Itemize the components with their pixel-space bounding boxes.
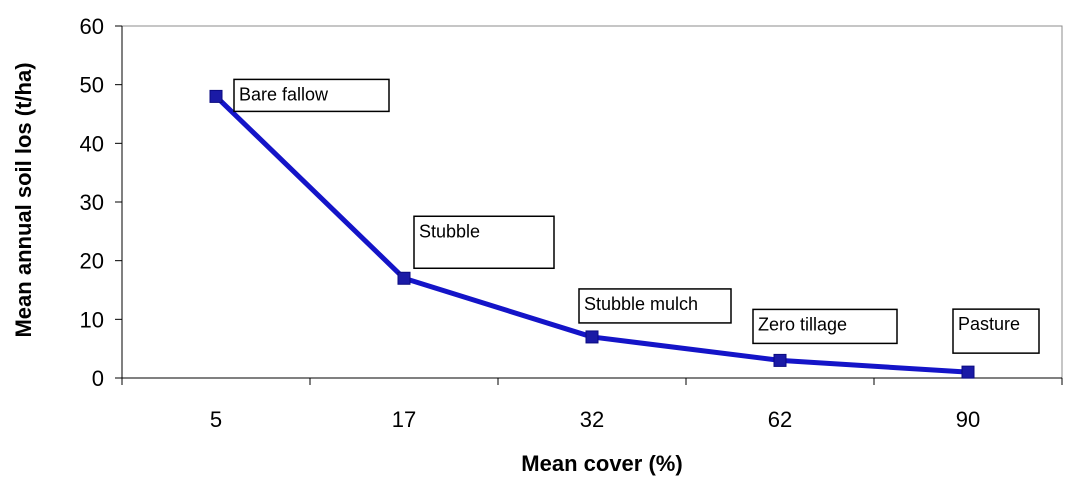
data-point xyxy=(397,271,411,285)
annotation-box xyxy=(578,288,732,324)
chart-annotations: Bare fallow Stubble Stubble mulch Zero till… xyxy=(233,78,1040,354)
y-tick-label: 20 xyxy=(80,249,104,274)
annotation-label: Stubble xyxy=(419,221,480,241)
y-tick-label: 30 xyxy=(80,190,104,215)
y-tick-label: 0 xyxy=(92,366,104,391)
y-tick-label: 10 xyxy=(80,307,104,332)
annotation-label: Pasture xyxy=(958,314,1020,334)
y-tick-label: 60 xyxy=(80,14,104,39)
annotation-label: Bare fallow xyxy=(239,84,329,104)
annotation-label: Stubble mulch xyxy=(584,294,698,314)
annotation-label: Zero tillage xyxy=(758,314,847,334)
annotation-box xyxy=(413,215,555,270)
data-point xyxy=(961,365,975,379)
annotation-box xyxy=(233,78,390,113)
annotation-box xyxy=(952,308,1040,354)
chart-ticks: 0 10 20 30 40 50 60 5 17 32 62 90 xyxy=(80,14,1063,432)
y-axis-title: Mean annual soil los (t/ha) xyxy=(11,62,36,337)
y-tick-label: 40 xyxy=(80,131,104,156)
annotation-box xyxy=(752,308,898,345)
x-axis-title: Mean cover (%) xyxy=(521,451,682,476)
x-tick-label: 62 xyxy=(768,407,792,432)
data-point xyxy=(209,89,223,103)
x-tick-label: 5 xyxy=(210,407,222,432)
x-tick-label: 17 xyxy=(392,407,416,432)
data-point xyxy=(773,353,787,367)
y-tick-label: 50 xyxy=(80,73,104,98)
data-point xyxy=(585,330,599,344)
chart-series xyxy=(209,89,975,379)
x-tick-label: 32 xyxy=(580,407,604,432)
x-tick-label: 90 xyxy=(956,407,980,432)
